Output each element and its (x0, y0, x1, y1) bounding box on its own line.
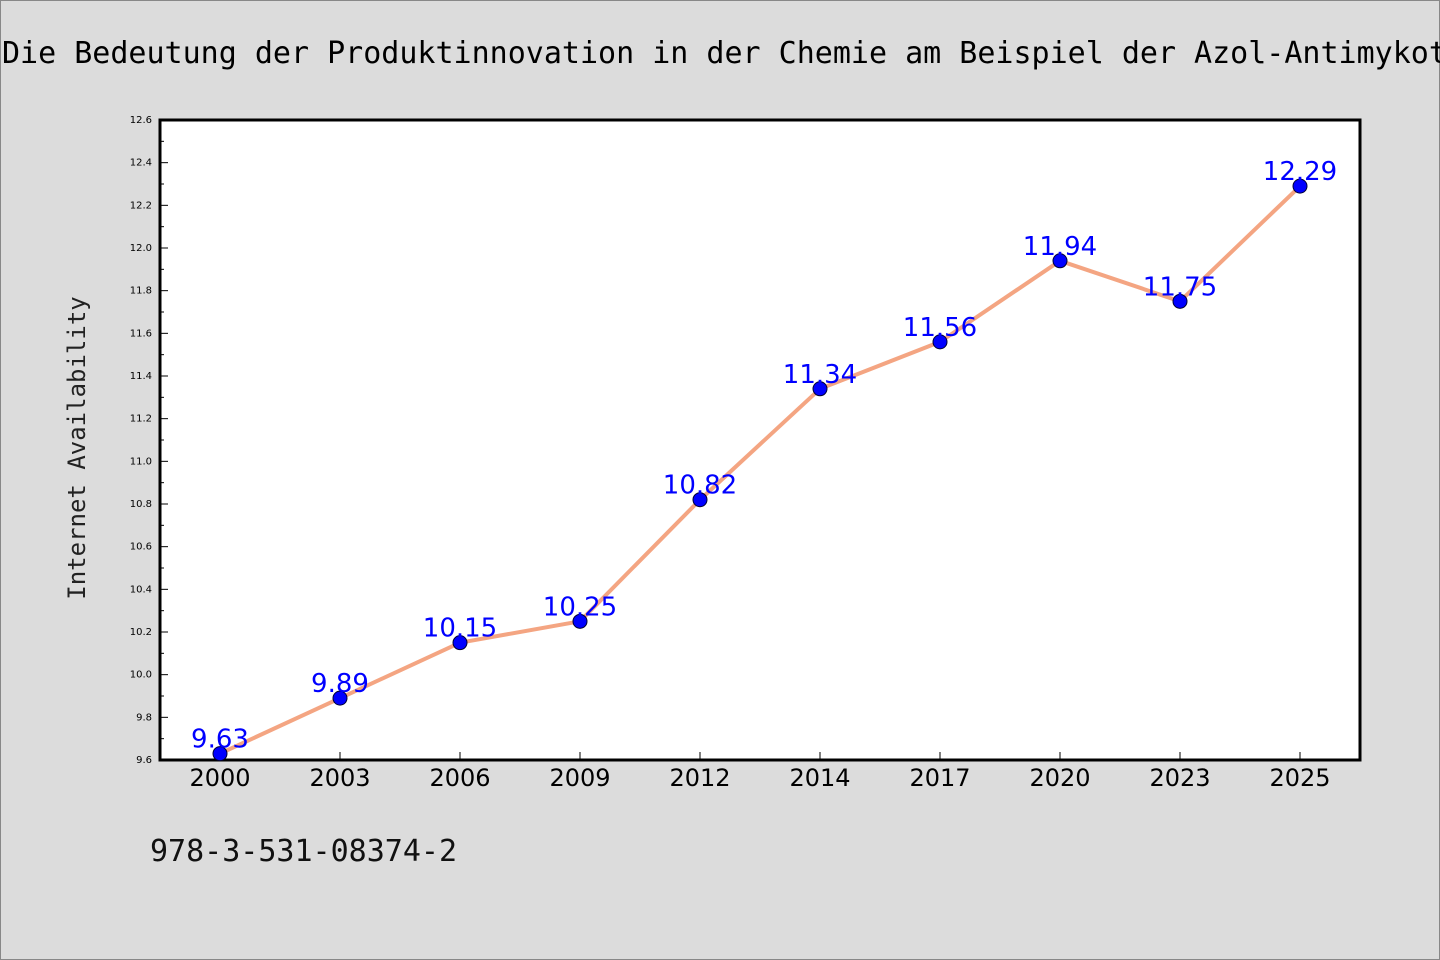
data-label: 12.29 (1263, 157, 1337, 187)
x-tick-label: 2003 (309, 764, 370, 792)
data-point (1172, 293, 1188, 309)
y-tick-label: 9.8 (136, 712, 152, 723)
data-point (692, 492, 708, 508)
y-tick-label: 10.4 (130, 584, 152, 595)
data-point (932, 334, 948, 350)
series-line (219, 184, 1302, 756)
y-tick-label: 9.6 (136, 755, 152, 766)
data-label: 11.94 (1023, 232, 1097, 262)
data-point (212, 746, 228, 762)
data-point (572, 613, 588, 629)
data-label: 9.63 (191, 725, 249, 755)
x-tick-label: 2006 (429, 764, 490, 792)
x-tick-label: 2000 (189, 764, 250, 792)
y-axis-label: Internet Availability (63, 296, 91, 599)
x-tick-label: 2020 (1029, 764, 1090, 792)
y-tick-label: 11.0 (130, 456, 152, 467)
y-tick-label: 12.6 (130, 115, 152, 126)
y-tick-label: 12.4 (130, 158, 152, 169)
data-label: 11.75 (1143, 272, 1217, 302)
data-point (332, 690, 348, 706)
data-label: 11.56 (903, 313, 977, 343)
y-tick-label: 11.4 (130, 371, 152, 382)
data-point (1052, 253, 1068, 269)
y-axis: 9.6 9.8 10.0 10.2 10.4 10.6 10.8 11.0 11.2 11.4 11… (130, 115, 168, 766)
y-tick-label: 11.8 (130, 286, 152, 297)
x-tick-label: 2014 (789, 764, 850, 792)
data-markers (212, 178, 1308, 762)
data-point (452, 635, 468, 651)
data-label: 10.82 (663, 471, 737, 501)
y-tick-label: 12.0 (130, 243, 152, 254)
plot-area (158, 118, 1362, 762)
data-label: 10.15 (423, 614, 497, 644)
x-tick-label: 2023 (1149, 764, 1210, 792)
y-tick-label: 11.2 (130, 414, 152, 425)
x-tick-label: 2012 (669, 764, 730, 792)
isbn-text: 978-3-531-08374-2 (150, 834, 458, 869)
data-point (812, 381, 828, 397)
data-point (1292, 178, 1308, 194)
x-tick-label: 2009 (549, 764, 610, 792)
chart-title: Die Bedeutung der Produktinnovation in d… (2, 36, 1440, 71)
x-tick-label: 2025 (1269, 764, 1330, 792)
x-tick-label: 2017 (909, 764, 970, 792)
data-labels: 9.63 9.89 10.15 10.25 10.82 11.34 11.56 11.94 11… (191, 157, 1337, 754)
y-tick-label: 11.6 (130, 328, 152, 339)
y-tick-label: 12.2 (130, 200, 152, 211)
y-tick-label: 10.2 (130, 627, 152, 638)
data-label: 9.89 (311, 669, 369, 699)
data-label: 10.25 (543, 592, 617, 622)
data-label: 11.34 (783, 360, 857, 390)
y-tick-label: 10.8 (130, 499, 152, 510)
y-tick-label: 10.6 (130, 542, 152, 553)
y-tick-label: 10.0 (130, 670, 152, 681)
x-axis: 2000 2003 2006 2009 2012 2014 2017 2020 2023 2025 (189, 752, 1331, 792)
